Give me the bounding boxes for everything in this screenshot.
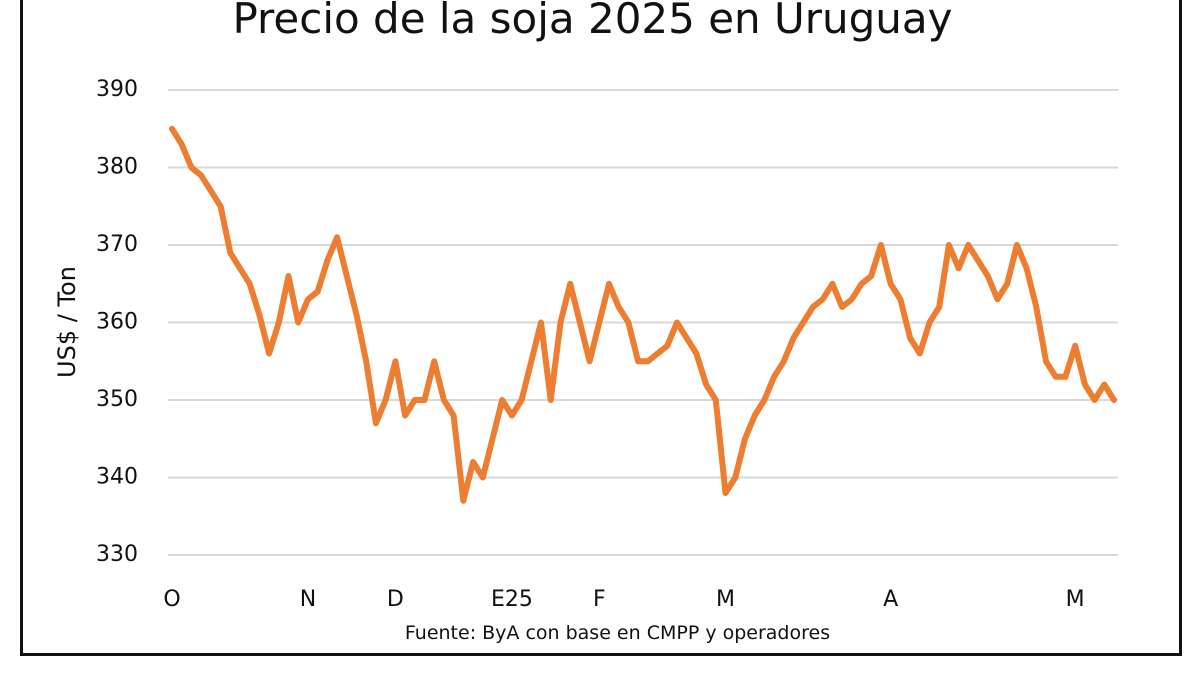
x-tick-label: A	[883, 587, 898, 612]
x-tick-label: E25	[491, 587, 533, 612]
y-tick-label: 350	[96, 387, 138, 412]
y-tick-label: 380	[96, 155, 138, 180]
x-tick-label: M	[1066, 587, 1085, 612]
x-tick-label: O	[163, 587, 180, 612]
chart-source: Fuente: ByA con base en CMPP y operadore…	[404, 622, 831, 644]
series-line-0	[169, 125, 1117, 504]
series-lines	[169, 125, 1117, 504]
x-tick-label: F	[593, 587, 606, 612]
x-tick-label: N	[300, 587, 316, 612]
x-tick-label: D	[387, 587, 404, 612]
y-tick-label: 330	[96, 542, 138, 567]
chart-title: Precio de la soja 2025 en Uruguay	[232, 0, 953, 43]
y-tick-label: 360	[96, 310, 138, 335]
y-tick-label: 370	[96, 232, 138, 257]
x-axis-ticks: O N D E25 F M A M	[163, 587, 1084, 612]
x-tick-label: M	[716, 587, 735, 612]
y-tick-label: 390	[96, 77, 138, 102]
y-axis-label: US$ / Ton	[53, 266, 81, 378]
y-tick-label: 340	[96, 465, 138, 490]
gridlines	[168, 89, 1118, 556]
y-axis-ticks: 330 340 350 360 370 380 390	[96, 77, 138, 567]
